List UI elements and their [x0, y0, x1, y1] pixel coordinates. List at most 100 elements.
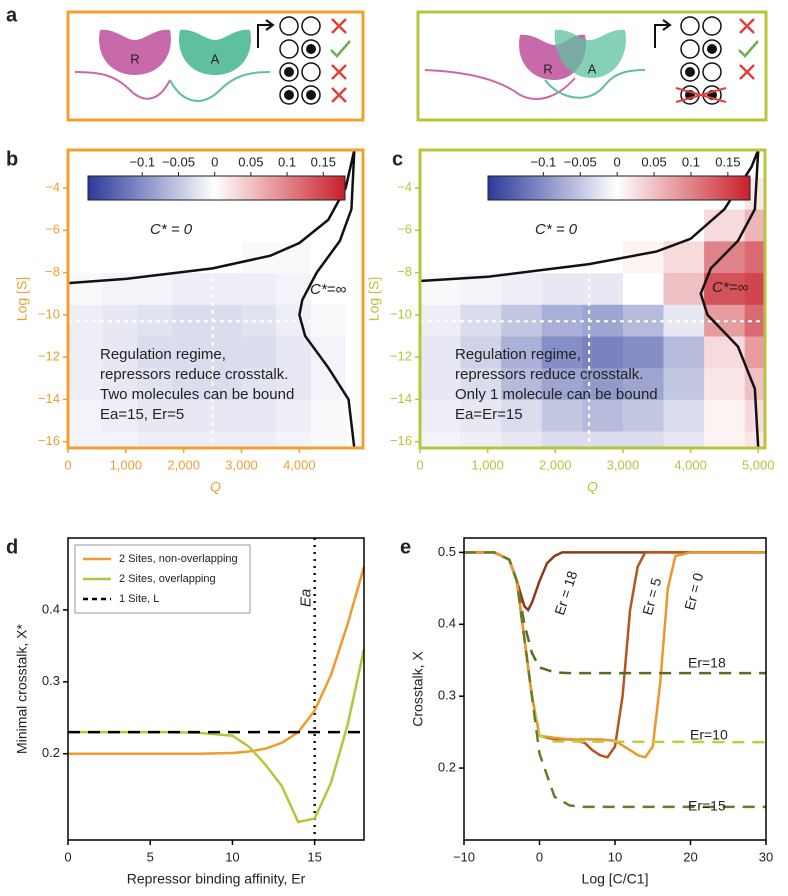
- heatmap-cell: [137, 240, 173, 274]
- contour-line: [420, 150, 760, 283]
- heatmap-cell: [663, 431, 705, 448]
- y-tick-label: 0.2: [438, 760, 456, 775]
- regime-note: repressors reduce crosstalk.: [455, 366, 643, 383]
- regime-note: repressors reduce crosstalk.: [100, 366, 288, 383]
- heatmap-cell: [68, 150, 104, 178]
- region-label: C* = 0: [535, 221, 578, 238]
- panel-label: e: [400, 536, 411, 558]
- contour-line: [298, 150, 356, 448]
- heatmap-cell: [501, 272, 543, 305]
- series-line: [464, 551, 766, 809]
- state-dots: [284, 44, 316, 100]
- colorbar-tick-label: 0.15: [311, 154, 336, 169]
- heatmap-cell: [460, 399, 502, 432]
- y-tick-label: −14: [390, 391, 412, 406]
- heatmap-cell: [460, 240, 502, 274]
- x-axis-label: Q: [587, 479, 598, 495]
- plot-frame: [66, 148, 365, 450]
- heatmap-cell: [241, 399, 277, 432]
- colorbar-tick-label: 0.15: [715, 154, 740, 169]
- heatmap-cell: [704, 209, 746, 242]
- legend-label: 1 Site, L: [119, 593, 159, 605]
- region-label: C*=∞: [310, 281, 346, 298]
- y-tick-label: −8: [45, 264, 60, 279]
- heatmap-cell: [744, 272, 765, 305]
- diagram-overlapping: R A: [416, 10, 768, 122]
- heatmap-cell: [460, 209, 502, 242]
- x-tick-label: 0: [416, 457, 423, 472]
- region-label: C* = 0: [150, 221, 193, 238]
- y-tick-label: 0.2: [42, 745, 60, 760]
- region-label: C*=∞: [712, 279, 748, 296]
- heatmap-cell: [241, 335, 277, 369]
- colorbar-tick-label: −0.1: [531, 154, 557, 169]
- activator-label: A: [211, 51, 220, 66]
- heatmap-cell: [541, 150, 583, 178]
- heatmap-cell: [663, 209, 705, 242]
- heatmap-cell: [744, 335, 765, 369]
- heatmap-cell: [137, 335, 173, 369]
- heatmap-cell: [241, 272, 277, 305]
- heatmap-cell: [704, 367, 746, 400]
- heatmap-cell: [704, 272, 746, 305]
- heatmap-cell: [744, 304, 765, 337]
- x-tick-label: 2,000: [539, 457, 572, 472]
- y-tick-label: 0.3: [42, 673, 60, 688]
- heatmap: [68, 150, 363, 448]
- x-tick-label: −10: [453, 849, 475, 864]
- series-label: Er=10: [690, 727, 728, 743]
- heatmap-cell: [137, 209, 173, 242]
- promoter-arrow: [654, 19, 672, 48]
- heatmap-cell: [172, 335, 208, 369]
- heatmap-cell: [501, 335, 543, 369]
- regime-note: Ea=15, Er=5: [100, 406, 184, 423]
- heatmap-cell: [744, 431, 765, 448]
- x-axis-label: Repressor binding affinity, Er: [127, 871, 306, 887]
- series-line: [68, 649, 366, 824]
- heatmap-cell: [663, 335, 705, 369]
- heatmap-cell: [68, 272, 104, 305]
- dna-strand: [74, 71, 171, 100]
- heatmap-cell: [663, 150, 705, 178]
- diagram-frame: [416, 10, 768, 122]
- heatmap-cell: [460, 431, 502, 448]
- regime-note: Regulation regime,: [455, 346, 581, 363]
- y-tick-label: 0.5: [438, 544, 456, 559]
- heatmap-cell: [704, 150, 746, 178]
- x-tick-label: 15: [307, 849, 321, 864]
- heatmap-cell: [276, 431, 312, 448]
- x-axis-label: Q: [210, 479, 221, 495]
- series-label: Er = 0: [681, 571, 706, 612]
- heatmap-cell: [345, 304, 363, 337]
- heatmap-cell: [541, 209, 583, 242]
- y-tick-label: −12: [390, 349, 412, 364]
- heatmap-cell: [310, 150, 347, 178]
- heatmap-cell: [68, 431, 104, 448]
- x-tick-label: 4,000: [283, 457, 316, 472]
- heatmap-cell: [345, 272, 363, 305]
- state-marks: [738, 18, 759, 80]
- y-axis-label: Log [S]: [366, 277, 382, 321]
- heatmap-cell: [622, 367, 665, 400]
- state-grid: [279, 16, 321, 105]
- heatmap-cell: [68, 399, 104, 432]
- diagram-frame: [66, 10, 365, 122]
- legend-label: 2 Sites, overlapping: [119, 573, 216, 585]
- x-tick-label: 0: [64, 849, 71, 864]
- y-tick-label: −8: [397, 264, 412, 279]
- series-label: Er = 18: [551, 569, 580, 617]
- heatmap-cell: [501, 304, 543, 337]
- heatmap-cell: [102, 150, 138, 178]
- heatmap-cell: [622, 399, 665, 432]
- heatmap-cell: [541, 399, 583, 432]
- x-tick-label: 3,000: [225, 457, 258, 472]
- heatmap-cell: [137, 150, 173, 178]
- x-tick-label: 5: [147, 849, 154, 864]
- y-axis-label: Crosstalk, X: [410, 651, 426, 727]
- series-line: [464, 551, 766, 675]
- plot-frame: [67, 537, 365, 841]
- promoter-arrow: [257, 19, 275, 48]
- x-tick-label: 10: [608, 849, 622, 864]
- heatmap-cell: [102, 209, 138, 242]
